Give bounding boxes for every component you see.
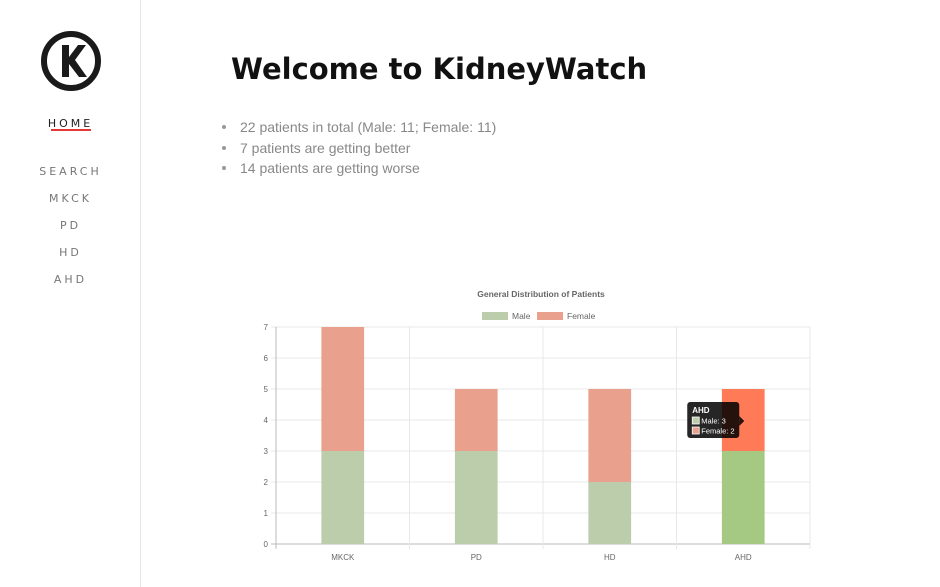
bar-hd-male (588, 482, 632, 544)
summary-item-total: 22 patients in total (Male: 11; Female: … (222, 118, 496, 139)
x-tick-label: PD (471, 553, 482, 562)
nav-item-home[interactable]: HOME (47, 117, 94, 130)
bar-mkck-male (321, 451, 365, 544)
x-tick-label: MKCK (331, 553, 355, 562)
tooltip-line-female: Female: 2 (701, 427, 734, 436)
nav-item-pd[interactable]: PD (59, 219, 82, 232)
bullet-icon (222, 166, 226, 170)
y-tick-label: 2 (264, 478, 269, 487)
legend-label-female: Female (567, 311, 596, 321)
bar-pd-male (454, 451, 498, 544)
summary-item-better: 7 patients are getting better (222, 139, 496, 160)
legend-label-male: Male (512, 311, 531, 321)
y-tick-label: 4 (264, 416, 269, 425)
nav-item-ahd[interactable]: AHD (53, 273, 88, 286)
bar-pd-female (454, 389, 498, 451)
nav-item-search[interactable]: SEARCH (39, 165, 102, 178)
summary-text: 22 patients in total (Male: 11; Female: … (240, 119, 497, 135)
y-tick-label: 3 (264, 447, 269, 456)
y-tick-label: 0 (264, 540, 269, 549)
bullet-icon (222, 145, 226, 150)
chart-title: General Distribution of Patients (477, 289, 605, 299)
tooltip-line-male: Male: 3 (701, 417, 726, 426)
bullet-icon (222, 125, 226, 129)
nav-item-mkck[interactable]: MKCK (49, 192, 92, 205)
x-tick-label: HD (604, 553, 616, 562)
bar-hd-female (588, 389, 632, 482)
y-tick-label: 5 (264, 385, 269, 394)
patient-distribution-chart[interactable]: General Distribution of Patients Male Fema… (240, 282, 830, 582)
y-tick-label: 1 (264, 509, 269, 518)
legend-swatch-male (482, 312, 508, 320)
x-tick-label: AHD (735, 553, 752, 562)
tooltip-box (687, 402, 740, 438)
summary-text: 7 patients are getting better (240, 139, 411, 156)
summary-item-worse: 14 patients are getting worse (222, 159, 496, 180)
legend-swatch-female (537, 312, 563, 320)
nav-active-underline (51, 129, 91, 131)
y-tick-label: 6 (264, 354, 269, 363)
summary-list: 22 patients in total (Male: 11; Female: … (222, 118, 496, 180)
summary-text: 14 patients are getting worse (240, 160, 420, 176)
tooltip-swatch-female (691, 426, 700, 435)
nav-item-hd[interactable]: HD (59, 246, 82, 259)
tooltip-caret (739, 416, 745, 426)
tooltip-swatch-male (691, 416, 700, 425)
bar-mkck-female (321, 327, 365, 451)
kidneywatch-logo-icon[interactable] (40, 30, 102, 92)
bar-ahd-male (721, 451, 765, 544)
page-title: Welcome to KidneyWatch (231, 52, 648, 86)
tooltip-title: AHD (692, 406, 710, 415)
y-tick-label: 7 (264, 323, 269, 332)
sidebar: HOME SEARCH MKCK PD HD AHD (0, 0, 141, 587)
